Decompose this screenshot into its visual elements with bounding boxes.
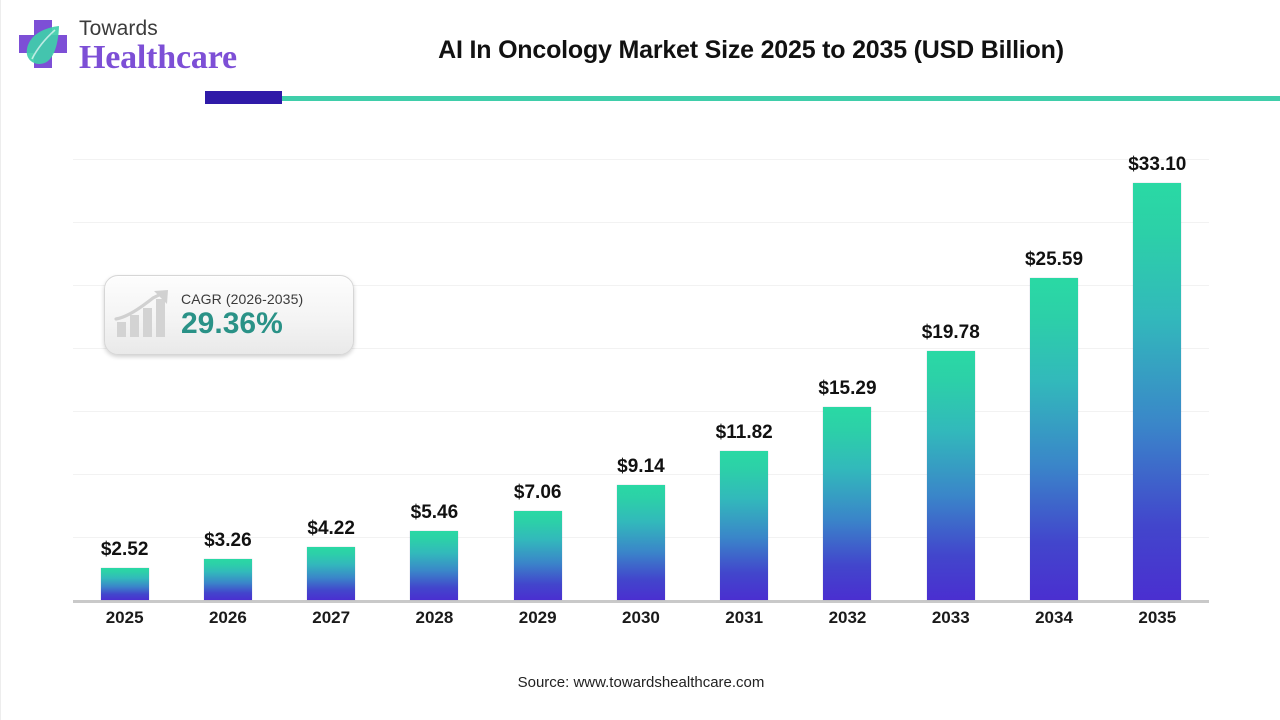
bar-series: $2.52 $3.26 $4.22 $5.46 $7.06 $9.14 $11.82 $15.…	[73, 100, 1209, 600]
bar-group-2032[interactable]: $15.29	[796, 100, 899, 600]
bar-2034[interactable]	[1030, 277, 1079, 600]
bar-value-label: $7.06	[513, 482, 562, 504]
x-axis-label-2029: 2029	[518, 608, 557, 627]
gridline	[73, 348, 1209, 349]
gridline	[73, 222, 1209, 223]
x-axis-labels: 2025 2026 2027 2028 2029 2030 2031 2032 2033 2034…	[73, 608, 1209, 628]
cagr-value: 29.36%	[181, 306, 283, 340]
bar-value-label: $33.10	[1128, 153, 1187, 175]
bar-group-2026[interactable]: $3.26	[176, 100, 279, 600]
bar-value-label: $4.22	[307, 517, 355, 539]
growth-bar-chart-arrow-icon	[113, 289, 179, 341]
gridline	[73, 474, 1209, 475]
x-axis-label-2026: 2026	[208, 608, 247, 627]
bar-value-label: $9.14	[617, 455, 665, 477]
bar-value-label: $25.59	[1024, 248, 1084, 270]
bar-group-2031[interactable]: $11.82	[693, 100, 796, 600]
header-divider-indigo	[205, 91, 282, 104]
bar-value-label: $11.82	[715, 422, 773, 444]
medical-cross-leaf-icon	[15, 16, 71, 76]
bar-2026[interactable]	[203, 558, 252, 600]
bar-value-label: $15.29	[818, 378, 877, 400]
bar-group-2034[interactable]: $25.59	[1003, 100, 1106, 600]
x-axis-label-2033: 2033	[931, 608, 970, 627]
bar-group-2025[interactable]: $2.52	[73, 100, 176, 600]
x-axis-label-2030: 2030	[622, 608, 660, 627]
header: Towards Healthcare AI In Oncology Market…	[1, 0, 1280, 104]
bar-value-label: $2.52	[100, 539, 149, 561]
bar-group-2029[interactable]: $7.06	[486, 100, 589, 600]
cagr-label: CAGR (2026-2035)	[181, 290, 304, 307]
bar-2028[interactable]	[410, 531, 459, 600]
bar-2025[interactable]	[100, 568, 149, 600]
bar-2029[interactable]	[513, 511, 562, 600]
x-axis-label-2025: 2025	[105, 608, 144, 627]
x-axis-label-2035: 2035	[1138, 608, 1177, 627]
bar-group-2028[interactable]: $5.46	[383, 100, 486, 600]
bar-value-label: $5.46	[410, 502, 459, 524]
x-axis-label-2028: 2028	[415, 608, 454, 627]
gridline	[73, 411, 1209, 412]
bar-2031[interactable]	[720, 451, 769, 600]
gridline	[73, 159, 1209, 160]
page-title: AI In Oncology Market Size 2025 to 2035 …	[438, 36, 1064, 64]
brand-name-top: Towards	[79, 16, 158, 40]
bar-2027[interactable]	[307, 546, 356, 600]
brand-name-bottom: Healthcare	[79, 38, 237, 76]
brand-wordmark: Towards Healthcare	[79, 18, 237, 75]
brand-logo[interactable]: Towards Healthcare	[15, 16, 237, 76]
bar-2032[interactable]	[823, 407, 872, 600]
bar-value-label: $3.26	[204, 529, 252, 551]
bar-group-2033[interactable]: $19.78	[899, 100, 1002, 600]
cagr-text-block: CAGR (2026-2035) 29.36%	[181, 291, 303, 340]
gridline	[73, 285, 1209, 286]
chart-plot-area: $2.52 $3.26 $4.22 $5.46 $7.06 $9.14 $11.82 $15.…	[1, 100, 1280, 720]
bar-value-label: $19.78	[921, 321, 980, 343]
bar-group-2035[interactable]: $33.10	[1106, 100, 1209, 600]
source-note: Source: www.towardshealthcare.com	[517, 674, 765, 691]
bar-2033[interactable]	[926, 350, 975, 600]
x-axis-line	[73, 600, 1209, 603]
x-axis-label-2031: 2031	[725, 608, 764, 627]
cagr-badge: CAGR (2026-2035) 29.36%	[104, 275, 354, 355]
x-axis-label-2027: 2027	[312, 608, 351, 627]
bar-group-2027[interactable]: $4.22	[280, 100, 383, 600]
x-axis-label-2032: 2032	[828, 608, 867, 627]
header-divider-teal	[205, 96, 1280, 101]
bar-2030[interactable]	[616, 484, 665, 600]
bar-group-2030[interactable]: $9.14	[589, 100, 692, 600]
x-axis-label-2034: 2034	[1035, 608, 1073, 627]
bar-2035[interactable]	[1133, 182, 1182, 600]
